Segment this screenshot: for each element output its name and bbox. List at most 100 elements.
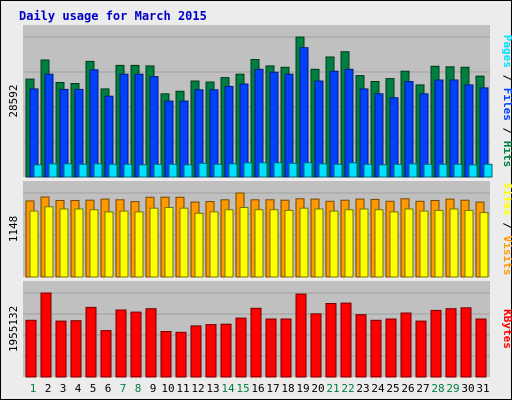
bar-kbytes-day-30 [460, 307, 472, 378]
bar-kbytes-day-28 [430, 309, 442, 378]
bar-pages-day-2 [48, 163, 58, 178]
y-axis-max-label: 1148 [7, 216, 20, 243]
x-tick-day-12: 12 [191, 382, 204, 395]
bar-pages-day-26 [408, 163, 418, 178]
bar-pages-day-23 [363, 163, 373, 178]
bar-sites-day-1 [29, 210, 39, 278]
bar-sites-day-11 [179, 207, 189, 278]
bar-kbytes-day-22 [340, 302, 352, 378]
bar-files-day-9 [149, 76, 159, 178]
panel-kbytes: 1955132 KBytes [7, 281, 512, 378]
bar-files-day-2 [44, 73, 54, 178]
x-tick-day-9: 9 [150, 382, 157, 395]
bar-sites-day-17 [269, 209, 279, 278]
bar-kbytes-day-5 [85, 306, 97, 378]
bar-kbytes-day-20 [310, 313, 322, 378]
bar-kbytes-day-24 [370, 319, 382, 378]
bar-pages-day-3 [63, 163, 73, 178]
bar-pages-day-31 [483, 163, 493, 178]
bar-kbytes-day-16 [250, 307, 262, 378]
legend-part: / [501, 68, 512, 88]
bar-pages-day-13 [213, 163, 223, 178]
x-tick-day-22: 22 [341, 382, 354, 395]
bar-files-day-20 [314, 80, 324, 178]
bar-sites-day-18 [284, 209, 294, 278]
x-tick-day-21: 21 [326, 382, 339, 395]
x-tick-day-6: 6 [105, 382, 112, 395]
bar-pages-day-14 [228, 163, 238, 178]
x-tick-day-17: 17 [266, 382, 279, 395]
bar-kbytes-day-9 [145, 308, 157, 378]
bar-sites-day-2 [44, 206, 54, 278]
bar-sites-day-10 [164, 207, 174, 278]
panel-bars [23, 36, 493, 178]
legend-part: / [501, 121, 512, 141]
bar-sites-day-23 [359, 208, 369, 278]
bar-sites-day-16 [254, 209, 264, 278]
panel-bars [23, 292, 490, 378]
bar-kbytes-day-12 [190, 325, 202, 378]
bar-files-day-7 [119, 73, 129, 178]
bar-pages-day-25 [393, 163, 403, 178]
bar-sites-day-6 [104, 211, 114, 278]
bar-sites-day-14 [224, 209, 234, 278]
bar-pages-day-22 [348, 162, 358, 178]
x-tick-day-27: 27 [416, 382, 429, 395]
bar-pages-day-16 [258, 162, 268, 178]
bar-sites-day-24 [374, 209, 384, 278]
chart-title: Daily usage for March 2015 [19, 9, 207, 23]
bar-pages-day-27 [423, 163, 433, 178]
x-tick-day-30: 30 [461, 382, 474, 395]
panel-sites-visits: 1148 Sites / Visits [7, 181, 512, 278]
bar-kbytes-day-4 [70, 320, 82, 378]
x-tick-day-29: 29 [446, 382, 459, 395]
x-tick-day-15: 15 [236, 382, 249, 395]
panel-pages-files-hits: 28592 Pages / Files / Hits [7, 25, 512, 178]
legend-part: Pages [501, 35, 512, 68]
bar-kbytes-day-19 [295, 293, 307, 378]
legend-part: Visits [501, 236, 512, 276]
bar-kbytes-day-23 [355, 314, 367, 378]
bar-files-day-18 [284, 73, 294, 178]
right-legend-label: Sites / Visits [501, 183, 512, 276]
bar-files-day-28 [434, 79, 444, 178]
bar-sites-day-20 [314, 208, 324, 278]
bar-pages-day-1 [33, 164, 43, 178]
x-tick-day-2: 2 [45, 382, 52, 395]
x-tick-day-18: 18 [281, 382, 294, 395]
bar-pages-day-6 [108, 163, 118, 178]
panel-bars [23, 192, 490, 278]
bar-sites-day-15 [239, 207, 249, 278]
bar-files-day-23 [359, 88, 369, 178]
bar-files-day-30 [464, 84, 474, 178]
bar-pages-day-28 [438, 163, 448, 178]
bar-files-day-26 [404, 81, 414, 178]
bar-pages-day-10 [168, 163, 178, 178]
bar-kbytes-day-13 [205, 324, 217, 378]
bar-kbytes-day-27 [415, 320, 427, 378]
bar-kbytes-day-7 [115, 309, 127, 378]
bar-sites-day-31 [479, 212, 489, 278]
right-legend-label: KBytes [501, 309, 512, 349]
bar-files-day-16 [254, 68, 264, 178]
bar-kbytes-day-31 [475, 318, 487, 378]
bar-kbytes-day-29 [445, 308, 457, 378]
bar-kbytes-day-21 [325, 303, 337, 378]
x-tick-day-11: 11 [176, 382, 189, 395]
bar-pages-day-12 [198, 162, 208, 178]
bar-pages-day-19 [303, 162, 313, 178]
x-tick-day-10: 10 [161, 382, 174, 395]
bar-kbytes-day-11 [175, 331, 187, 378]
bar-kbytes-day-2 [40, 292, 52, 378]
bar-pages-day-5 [93, 163, 103, 178]
bar-kbytes-day-15 [235, 317, 247, 378]
right-legend-label: Pages / Files / Hits [501, 35, 512, 168]
bar-pages-day-15 [243, 162, 253, 178]
bar-sites-day-30 [464, 209, 474, 278]
x-tick-day-7: 7 [120, 382, 127, 395]
bar-sites-day-5 [89, 209, 99, 278]
bar-pages-day-29 [453, 163, 463, 178]
bar-kbytes-day-3 [55, 320, 67, 378]
x-tick-day-20: 20 [311, 382, 324, 395]
bar-sites-day-4 [74, 208, 84, 278]
